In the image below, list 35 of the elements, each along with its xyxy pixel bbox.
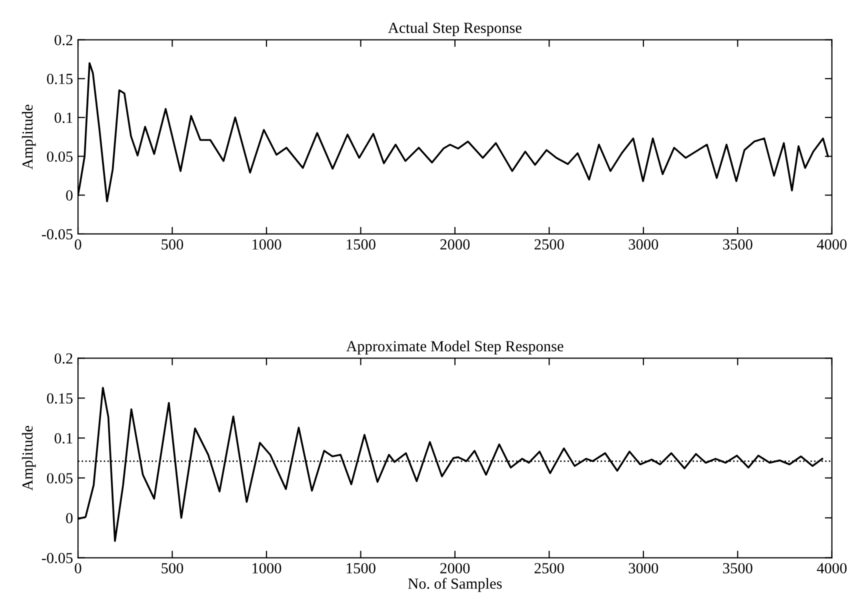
x-tick-label: 0 xyxy=(74,563,82,574)
x-tick-label: 3500 xyxy=(723,239,752,250)
x-tick-label: 1000 xyxy=(252,563,282,574)
x-tick-label: 500 xyxy=(162,239,184,250)
y-tick-label: 0.2 xyxy=(54,34,72,46)
x-tick-label: 4000 xyxy=(816,239,847,250)
y-tick-label: 0.05 xyxy=(47,151,73,162)
y-tick-label: 0.2 xyxy=(54,353,72,364)
x-tick-label: 4000 xyxy=(816,563,847,574)
chart-title: Actual Step Response xyxy=(388,22,522,36)
x-tick-label: 0 xyxy=(74,239,82,250)
y-tick-label: 0.15 xyxy=(47,393,73,404)
x-tick-label: 2000 xyxy=(440,563,470,574)
x-tick-label: 3000 xyxy=(628,239,658,250)
y-tick-label: 0.05 xyxy=(47,473,73,484)
x-tick-label: 1000 xyxy=(252,239,282,250)
x-axis-title: No. of Samples xyxy=(408,578,502,592)
x-tick-label: 2000 xyxy=(440,239,470,250)
y-tick-label: 0.1 xyxy=(54,433,72,444)
x-tick-label: 2500 xyxy=(534,563,564,574)
y-tick-label: 0 xyxy=(66,512,73,524)
x-tick-label: 2500 xyxy=(534,239,564,250)
y-tick-label: 0.15 xyxy=(47,74,73,84)
y-tick-label: 0 xyxy=(66,190,73,201)
x-tick-label: 3000 xyxy=(628,563,658,574)
chart-title: Approximate Model Step Response xyxy=(346,340,564,354)
y-tick-label: -0.05 xyxy=(42,229,73,240)
y-axis-title: Amplitude xyxy=(22,426,36,490)
y-tick-label: 0.1 xyxy=(54,112,72,123)
x-tick-label: 1500 xyxy=(346,563,376,574)
x-tick-label: 500 xyxy=(162,563,184,574)
y-tick-label: -0.05 xyxy=(42,552,73,564)
x-tick-label: 1500 xyxy=(346,239,376,250)
y-axis-title: Amplitude xyxy=(22,104,36,170)
x-tick-label: 3500 xyxy=(723,563,752,574)
